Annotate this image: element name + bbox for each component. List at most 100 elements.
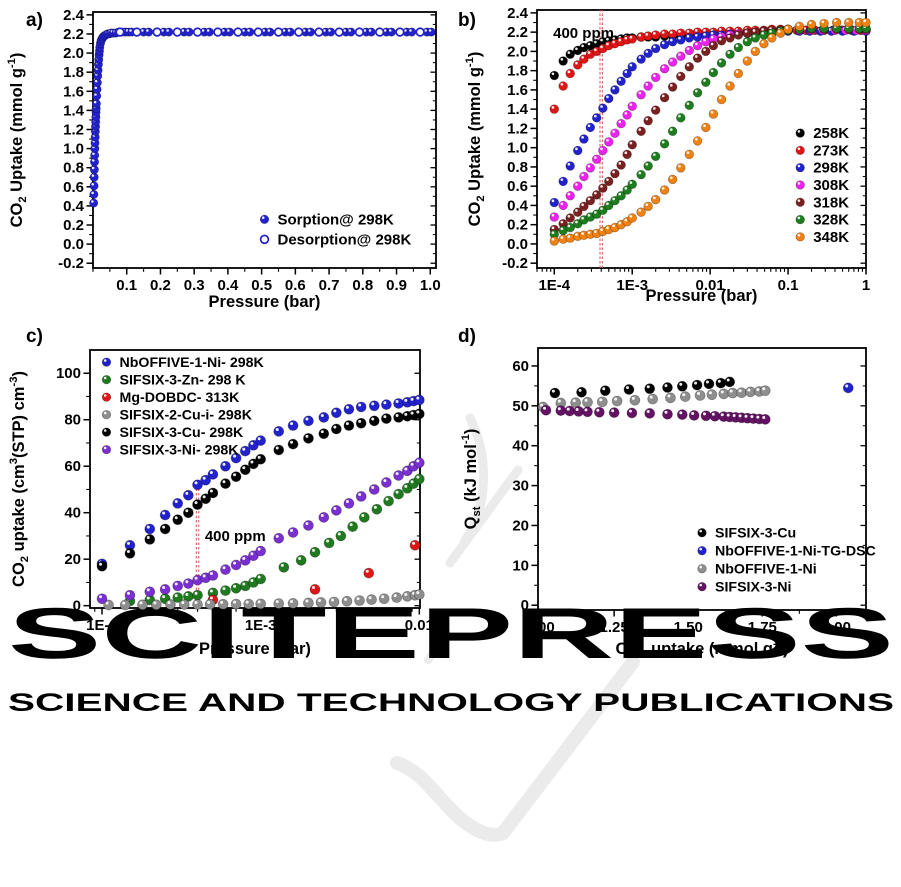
data-point [413,394,425,406]
data-point [733,30,744,40]
data-point [243,598,255,610]
data-point [230,471,242,483]
legend-label: 318K [813,194,849,211]
x-tick-label: 1E-4 [86,617,118,634]
data-point [627,140,637,150]
data-point [132,27,142,37]
data-point [643,115,653,126]
y-tick-label: 2.4 [507,5,529,22]
data-point [124,589,136,601]
data-point [650,43,661,54]
x-tick-label: 0.5 [251,277,272,294]
data-point [667,174,678,185]
x-tick-label: 0.4 [217,277,239,294]
data-point [192,27,203,37]
data-point [273,444,285,456]
data-point [309,584,321,595]
data-point [659,92,670,103]
data-point [610,128,620,138]
data-point [750,33,761,43]
data-point [285,27,295,37]
y-tick-label: 40 [512,438,529,455]
data-point [692,32,703,42]
legend-label: 308K [813,177,849,194]
panel-label: a) [26,10,43,31]
data-point [582,406,593,418]
data-point [549,387,561,399]
data-point [303,520,314,531]
y-tick-label: 40 [64,505,81,522]
series-sifsix-3-ni-298k [96,457,425,605]
data-point [200,474,211,486]
data-point [627,101,637,112]
data-point [549,104,560,114]
plot-frame [537,347,867,611]
data-point [192,499,203,510]
data-point [558,200,568,211]
data-point [124,539,136,551]
data-point [650,151,661,162]
x-tick-label: 2.00 [822,619,851,636]
data-point [622,110,632,120]
data-point [676,35,686,45]
data-point [207,469,219,480]
data-point [248,458,259,470]
data-point [192,599,203,610]
data-point [794,21,805,32]
y-axis-title: CO2 Uptake (mmol g-1) [464,52,487,227]
series-sifsix-3-cu-298k [96,408,425,572]
y-axis-title: Qst (kJ mol-1) [460,429,483,530]
legend-item: Mg-DOBDC- 313K [101,390,240,406]
data-point [667,82,678,92]
data-point [783,24,793,35]
data-point [239,464,251,476]
data-point [393,488,404,500]
data-point [278,561,290,573]
data-point [182,591,194,602]
data-point [381,399,392,410]
x-tick-label: 0.2 [150,277,171,294]
y-tick-label: 100 [56,365,81,382]
data-point [636,54,646,64]
data-point [172,498,184,509]
data-point [273,27,284,37]
data-point [604,176,614,187]
x-tick-label: 1.75 [748,619,777,636]
data-point [335,530,347,542]
y-tick-label: 2.0 [63,45,84,62]
y-tick-label: 0.2 [63,217,84,234]
x-axis-title: Pressure (bar) [209,293,321,311]
panel-label: d) [458,326,476,347]
data-point [676,163,686,173]
y-tick-label: 60 [512,358,529,375]
data-point [565,191,575,201]
data-point [616,118,626,129]
data-point [230,582,242,594]
data-point [558,81,568,91]
data-point [101,374,112,385]
data-point [598,145,608,156]
x-tick-label: 0.1 [778,277,799,294]
data-point [92,78,102,88]
x-tick-label: 1E-4 [538,277,570,294]
data-point [650,105,661,115]
y-axis: -0.2 0.0 0.2 0.4 0.6 0.8 1.0 1.2 1.4 1.6 1.8 2.0 2.2… [58,7,436,272]
y-tick-label: 1.6 [507,82,528,99]
data-point [598,205,608,215]
legend-item: 318K [795,194,849,211]
data-point [598,103,608,113]
data-point [89,198,99,208]
data-point [239,580,251,592]
data-point [124,548,136,559]
x-tick-label: 1 [862,277,870,294]
data-point [676,409,688,420]
data-point [708,67,719,78]
data-point [565,213,575,223]
series-sifsix-3-zn-298-k [124,473,425,607]
panel-label: c) [26,326,43,347]
data-point [368,484,380,495]
data-point [591,154,602,164]
data-point [366,27,376,37]
data-point [259,234,270,245]
data-point [591,113,602,123]
